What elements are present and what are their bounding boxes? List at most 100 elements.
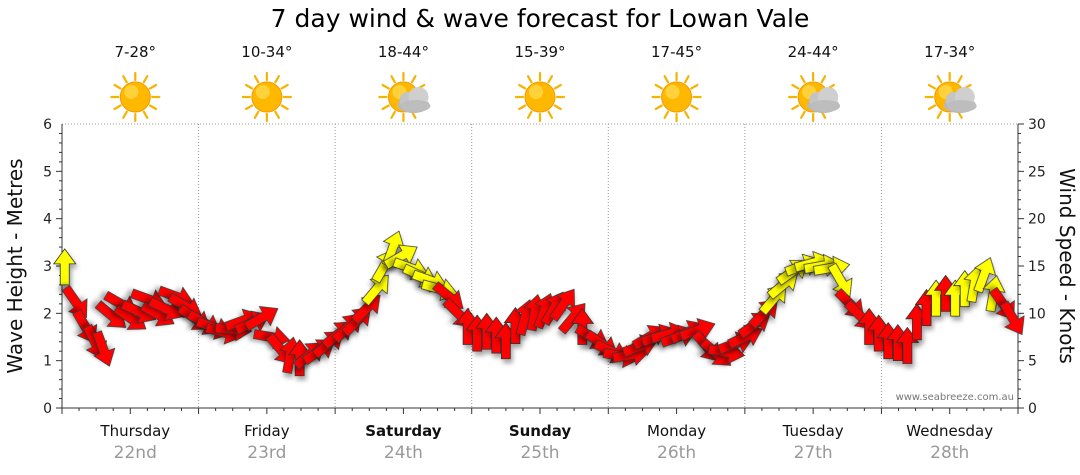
sun-ray	[791, 104, 800, 111]
left-tick-label: 5	[43, 164, 52, 180]
sun-cloud-icon	[788, 71, 841, 123]
day-name-label: Friday	[244, 422, 290, 440]
sun-ray	[122, 110, 128, 119]
sun-ray	[253, 75, 260, 84]
cloud-shape	[943, 87, 977, 113]
sun-ray	[113, 104, 122, 111]
credit-label: www.seabreeze.com.au	[896, 392, 1014, 403]
sun-ray	[253, 110, 260, 119]
day-date-label: 23rd	[247, 443, 286, 463]
sun-ray	[390, 110, 397, 119]
sun-ray	[683, 75, 690, 84]
sun-ray	[390, 75, 397, 84]
left-tick-label: 3	[43, 259, 52, 275]
sun-highlight	[124, 85, 139, 99]
sun-ray	[122, 75, 128, 84]
right-axis-title: Wind Speed - Knots	[1055, 168, 1079, 364]
sun-ray	[280, 104, 289, 111]
left-tick-label: 1	[43, 354, 52, 370]
day-date-label: 28th	[930, 443, 969, 463]
sun-ray	[800, 75, 806, 84]
sun-ray	[690, 83, 699, 90]
right-tick-label: 20	[1028, 212, 1046, 228]
sun-ray	[381, 104, 390, 111]
sun-ray	[663, 110, 670, 119]
sun-ray	[547, 75, 554, 84]
sun-ray	[526, 75, 533, 84]
right-tick-label: 30	[1028, 117, 1046, 133]
sun-ray	[142, 75, 149, 84]
wind-arrow	[827, 262, 853, 298]
cloud-shape	[397, 87, 431, 113]
right-tick-label: 0	[1028, 401, 1037, 417]
wind-arrow	[999, 300, 1025, 336]
day-date-label: 26th	[657, 443, 696, 463]
plot-area	[61, 123, 1019, 409]
wind-arrow	[973, 256, 997, 294]
sun-ray	[274, 110, 280, 119]
sun-highlight	[665, 85, 680, 99]
right-tick-label: 5	[1028, 354, 1037, 370]
day-name-label: Tuesday	[782, 422, 844, 440]
sun-icon	[110, 71, 161, 123]
sun-highlight	[255, 85, 270, 99]
wind-arrow	[52, 248, 77, 286]
temp-range-label: 15-39°	[514, 43, 565, 61]
sun-ray	[957, 75, 963, 84]
sun-ray	[654, 104, 663, 111]
temp-range-label: 7-28°	[115, 43, 157, 61]
sun-ray	[381, 83, 390, 90]
sun-ray	[526, 110, 533, 119]
sun-icon	[514, 71, 566, 123]
wind-arrow	[243, 306, 279, 332]
left-tick-label: 0	[43, 401, 52, 417]
sun-ray	[820, 75, 827, 84]
wind-arrow	[361, 274, 389, 307]
cloud-shape	[807, 87, 841, 113]
sun-ray	[553, 83, 562, 90]
day-name-label: Thursday	[99, 422, 170, 440]
sun-ray	[142, 110, 149, 119]
sun-ray	[148, 104, 158, 111]
sun-ray	[927, 104, 937, 111]
day-date-label: 24th	[384, 443, 423, 463]
sun-cloud-icon	[378, 71, 431, 123]
sun-ray	[936, 110, 943, 119]
right-tick-label: 25	[1028, 164, 1046, 180]
temp-range-label: 24-44°	[788, 43, 839, 61]
chart-title: 7 day wind & wave forecast for Lowan Val…	[270, 4, 810, 33]
temp-range-label: 17-45°	[651, 43, 702, 61]
temp-range-label: 10-34°	[241, 43, 292, 61]
sun-ray	[654, 83, 663, 90]
sun-ray	[113, 83, 122, 90]
sun-ray	[791, 83, 800, 90]
day-date-label: 27th	[794, 443, 833, 463]
sun-ray	[553, 104, 562, 111]
day-date-label: 22nd	[114, 443, 157, 463]
sun-ray	[683, 110, 690, 119]
sun-ray	[244, 83, 254, 90]
right-tick-label: 15	[1028, 259, 1046, 275]
right-tick-label: 10	[1028, 306, 1046, 322]
left-tick-label: 2	[43, 306, 52, 322]
day-date-label: 25th	[520, 443, 559, 463]
sun-ray	[518, 83, 527, 90]
day-name-label: Wednesday	[906, 422, 993, 440]
sun-ray	[148, 83, 158, 90]
day-name-label: Saturday	[365, 422, 442, 440]
sun-ray	[280, 83, 289, 90]
sun-icon	[241, 71, 292, 123]
sun-ray	[936, 75, 943, 84]
sun-highlight	[529, 85, 543, 99]
wind-arrow	[92, 330, 116, 367]
temp-range-label: 17-34°	[924, 43, 975, 61]
temp-range-label: 18-44°	[378, 43, 429, 61]
sun-ray	[547, 110, 554, 119]
left-axis-title: Wave Height - Metres	[3, 158, 27, 373]
sun-ray	[800, 110, 806, 119]
sun-ray	[410, 75, 417, 84]
left-tick-label: 4	[43, 212, 52, 228]
day-name-label: Sunday	[509, 422, 572, 440]
left-tick-label: 6	[43, 117, 52, 133]
